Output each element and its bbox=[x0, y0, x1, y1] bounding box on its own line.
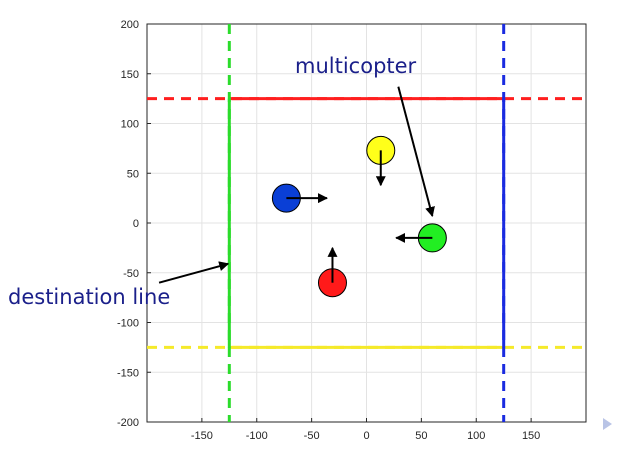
x-tick-label: 150 bbox=[522, 430, 540, 442]
boundary-lines bbox=[147, 24, 586, 422]
multicopter-label: multicopter bbox=[295, 54, 417, 78]
annotation-arrow bbox=[158, 261, 230, 284]
y-tick-label: -150 bbox=[117, 367, 139, 379]
multicopters bbox=[271, 135, 447, 298]
y-tick-label: 150 bbox=[121, 69, 139, 81]
next-slide-icon[interactable] bbox=[603, 418, 612, 430]
grid-lines bbox=[147, 24, 586, 422]
x-tick-label: -150 bbox=[191, 430, 213, 442]
y-tick-label: -200 bbox=[117, 417, 139, 429]
annotation-arrow bbox=[397, 86, 435, 218]
y-tick-label: 100 bbox=[121, 119, 139, 131]
y-tick-label: 50 bbox=[127, 168, 139, 180]
destination-line-label: destination line bbox=[8, 285, 170, 309]
y-tick-label: 0 bbox=[133, 218, 139, 230]
axis-ticks: -150 -100 -50 0 50 100 150 200 150 100 50 0 -50 -100 -… bbox=[117, 19, 540, 442]
x-tick-label: 100 bbox=[467, 430, 485, 442]
x-tick-label: -50 bbox=[304, 430, 320, 442]
x-tick-label: 0 bbox=[363, 430, 369, 442]
x-tick-label: 50 bbox=[415, 430, 427, 442]
x-tick-label: -100 bbox=[246, 430, 268, 442]
annotations: multicopter destination line bbox=[8, 54, 435, 309]
y-tick-label: -50 bbox=[123, 268, 139, 280]
y-tick-label: -100 bbox=[117, 318, 139, 330]
y-tick-label: 200 bbox=[121, 19, 139, 31]
